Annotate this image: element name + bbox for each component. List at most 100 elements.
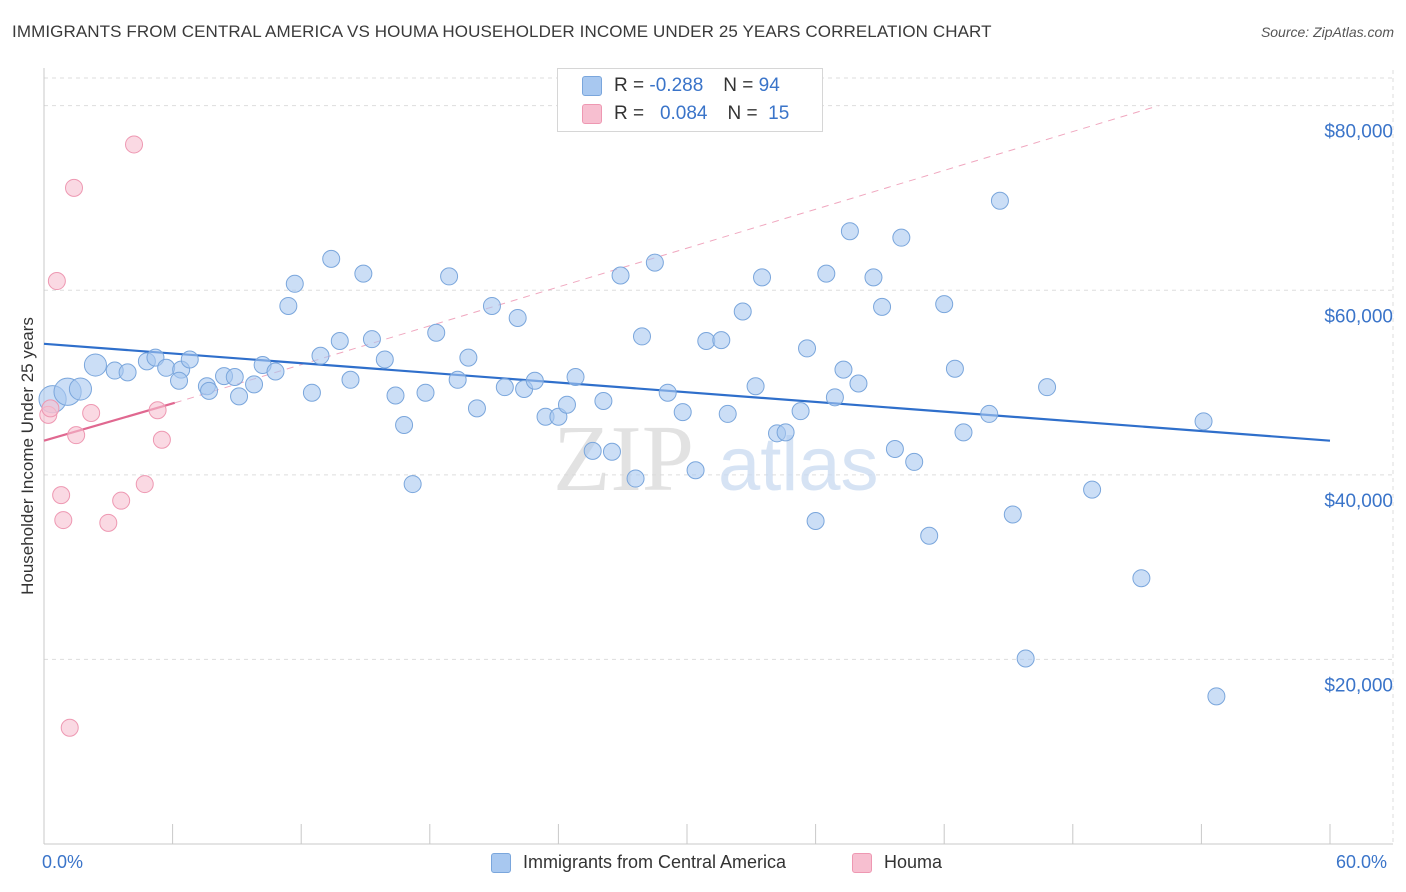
point-houma[interactable] [60, 718, 79, 737]
point-immigrants[interactable] [885, 440, 904, 459]
point-immigrants[interactable] [945, 359, 964, 378]
point-houma[interactable] [148, 401, 167, 420]
point-immigrants[interactable] [1003, 505, 1022, 524]
point-houma[interactable] [52, 486, 71, 505]
point-immigrants[interactable] [83, 353, 107, 377]
point-immigrants[interactable] [395, 416, 414, 435]
point-immigrants[interactable] [686, 461, 705, 480]
point-immigrants[interactable] [864, 268, 883, 287]
point-immigrants[interactable] [118, 363, 137, 382]
point-immigrants[interactable] [285, 274, 304, 293]
point-immigrants[interactable] [302, 383, 321, 402]
point-immigrants[interactable] [658, 383, 677, 402]
y-tick-label: $20,000 [1324, 675, 1393, 696]
point-immigrants[interactable] [448, 370, 467, 389]
point-immigrants[interactable] [840, 222, 859, 241]
point-immigrants[interactable] [980, 404, 999, 423]
point-houma[interactable] [125, 135, 144, 154]
point-immigrants[interactable] [753, 268, 772, 287]
point-houma[interactable] [135, 475, 154, 494]
point-immigrants[interactable] [170, 371, 189, 390]
point-immigrants[interactable] [440, 267, 459, 286]
point-immigrants[interactable] [482, 296, 501, 315]
point-houma[interactable] [99, 513, 118, 532]
point-houma[interactable] [82, 404, 101, 423]
point-immigrants[interactable] [245, 375, 264, 394]
point-immigrants[interactable] [905, 452, 924, 471]
point-immigrants[interactable] [594, 392, 613, 411]
point-immigrants[interactable] [1132, 569, 1151, 588]
point-immigrants[interactable] [697, 332, 716, 351]
point-immigrants[interactable] [279, 296, 298, 315]
point-immigrants[interactable] [508, 308, 527, 327]
legend-row-immigrants: R = -0.288 N = 94 [582, 74, 780, 98]
point-houma[interactable] [65, 178, 84, 197]
point-immigrants[interactable] [718, 404, 737, 423]
point-immigrants[interactable] [230, 387, 249, 406]
point-immigrants[interactable] [467, 399, 486, 418]
point-immigrants[interactable] [990, 191, 1009, 210]
point-immigrants[interactable] [645, 253, 664, 272]
point-immigrants[interactable] [733, 302, 752, 321]
point-immigrants[interactable] [416, 383, 435, 402]
point-immigrants[interactable] [157, 358, 176, 377]
point-immigrants[interactable] [403, 475, 422, 494]
point-immigrants[interactable] [712, 331, 731, 350]
point-immigrants[interactable] [776, 423, 795, 442]
point-immigrants[interactable] [746, 377, 765, 396]
point-immigrants[interactable] [935, 295, 954, 314]
point-immigrants[interactable] [459, 348, 478, 367]
point-immigrants[interactable] [557, 395, 576, 414]
point-immigrants[interactable] [583, 441, 602, 460]
point-immigrants[interactable] [806, 511, 825, 530]
point-immigrants[interactable] [386, 386, 405, 405]
point-immigrants[interactable] [427, 323, 446, 342]
point-immigrants[interactable] [362, 330, 381, 349]
point-immigrants[interactable] [495, 378, 514, 397]
point-immigrants[interactable] [834, 360, 853, 379]
point-immigrants[interactable] [354, 264, 373, 283]
point-immigrants[interactable] [611, 266, 630, 285]
point-houma[interactable] [41, 399, 60, 418]
point-immigrants[interactable] [525, 371, 544, 390]
point-immigrants[interactable] [180, 350, 199, 369]
point-immigrants[interactable] [1083, 480, 1102, 499]
point-houma[interactable] [67, 426, 86, 445]
point-immigrants[interactable] [566, 368, 585, 387]
point-immigrants[interactable] [200, 381, 219, 400]
point-immigrants[interactable] [311, 346, 330, 365]
point-immigrants[interactable] [791, 402, 810, 421]
point-immigrants[interactable] [920, 526, 939, 545]
point-immigrants[interactable] [632, 327, 651, 346]
point-immigrants[interactable] [375, 350, 394, 369]
point-immigrants[interactable] [68, 377, 92, 401]
point-immigrants[interactable] [322, 249, 341, 268]
point-immigrants[interactable] [341, 370, 360, 389]
point-immigrants[interactable] [1038, 378, 1057, 397]
point-immigrants[interactable] [225, 368, 244, 387]
point-immigrants[interactable] [892, 228, 911, 247]
bottom-legend-houma[interactable]: Houma [852, 852, 942, 873]
point-immigrants[interactable] [817, 264, 836, 283]
point-immigrants[interactable] [825, 388, 844, 407]
point-immigrants[interactable] [1194, 412, 1213, 431]
point-houma[interactable] [152, 430, 171, 449]
point-immigrants[interactable] [1016, 649, 1035, 668]
source-label: Source: ZipAtlas.com [1260, 24, 1394, 40]
point-immigrants[interactable] [954, 423, 973, 442]
point-immigrants[interactable] [798, 339, 817, 358]
point-immigrants[interactable] [673, 403, 692, 422]
point-immigrants[interactable] [602, 442, 621, 461]
point-immigrants[interactable] [873, 297, 892, 316]
point-immigrants[interactable] [626, 469, 645, 488]
point-houma[interactable] [112, 491, 131, 510]
bottom-legend-immigrants[interactable]: Immigrants from Central America [491, 852, 786, 873]
point-immigrants[interactable] [266, 362, 285, 381]
bottom-legend-label-immigrants: Immigrants from Central America [523, 852, 787, 872]
point-immigrants[interactable] [1207, 687, 1226, 706]
chart-title: IMMIGRANTS FROM CENTRAL AMERICA VS HOUMA… [12, 22, 992, 41]
point-immigrants[interactable] [849, 374, 868, 393]
point-immigrants[interactable] [330, 332, 349, 351]
point-houma[interactable] [47, 272, 66, 291]
point-houma[interactable] [54, 511, 73, 530]
